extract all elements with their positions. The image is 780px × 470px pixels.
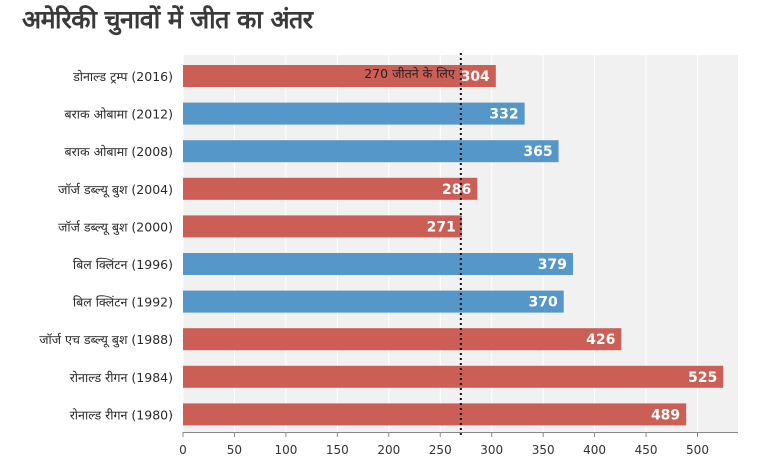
bar-value-label: 489: [651, 407, 680, 423]
bar-value-label: 379: [538, 257, 567, 273]
category-label: रोनाल्ड रीगन (1984): [70, 370, 173, 385]
reference-line-label: 270 जीतने के लिए: [364, 66, 456, 81]
x-tick-label: 350: [532, 443, 555, 457]
category-label: जॉर्ज एच डब्ल्यू बुश (1988): [39, 332, 173, 348]
bar-value-label: 370: [528, 295, 557, 311]
chart-title: अमेरिकी चुनावों में जीत का अंतर: [22, 5, 313, 34]
category-label: रोनाल्ड रीगन (1980): [70, 407, 173, 422]
bar: [183, 290, 564, 313]
x-tick-label: 0: [179, 443, 187, 457]
category-label: बिल क्लिंटन (1996): [73, 257, 173, 272]
bar: [183, 140, 559, 163]
bar: [183, 365, 724, 388]
category-label: जॉर्ज डब्ल्यू बुश (2000): [58, 219, 173, 235]
category-label: बराक ओबामा (2012): [65, 107, 173, 122]
x-tick-label: 500: [686, 443, 709, 457]
x-tick-label: 450: [635, 443, 658, 457]
x-tick-label: 250: [429, 443, 452, 457]
x-tick-label: 400: [583, 443, 606, 457]
category-label: बिल क्लिंटन (1992): [73, 295, 173, 310]
bar: [183, 403, 687, 426]
category-label: जॉर्ज डब्ल्यू बुश (2004): [58, 182, 173, 198]
x-tick-label: 150: [326, 443, 349, 457]
x-tick-label: 200: [377, 443, 400, 457]
bar: [183, 215, 462, 238]
bar-value-label: 332: [489, 107, 518, 123]
bar: [183, 102, 525, 125]
x-tick-label: 100: [274, 443, 297, 457]
bar: [183, 253, 573, 275]
bar-value-label: 525: [688, 370, 717, 386]
bar: [183, 328, 622, 351]
bar-value-label: 365: [523, 144, 552, 160]
bar: [183, 65, 496, 87]
bar-value-label: 426: [586, 332, 615, 348]
bar-value-label: 271: [427, 219, 456, 235]
bar: [183, 177, 478, 200]
bar-value-label: 304: [461, 69, 490, 85]
category-label: बराक ओबामा (2008): [65, 144, 173, 159]
category-label: डोनाल्ड ट्रम्प (2016): [72, 69, 173, 84]
x-tick-label: 300: [480, 443, 503, 457]
bar-value-label: 286: [442, 182, 471, 198]
x-tick-label: 50: [227, 443, 242, 457]
